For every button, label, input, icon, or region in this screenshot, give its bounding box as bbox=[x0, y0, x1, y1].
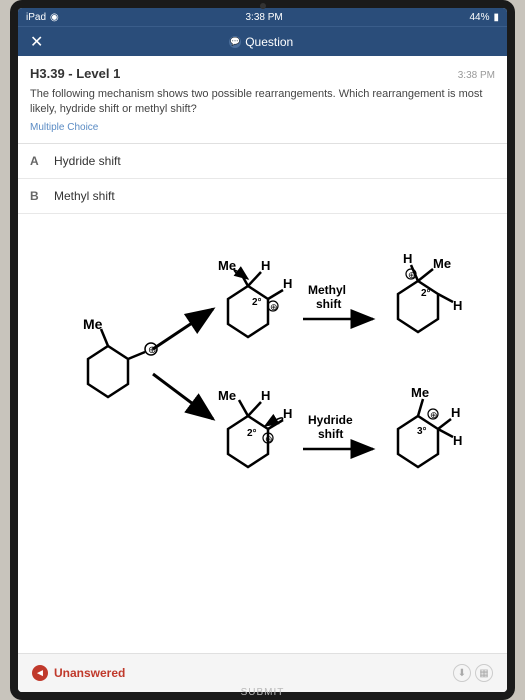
status-icon: ◄ bbox=[32, 665, 48, 681]
svg-text:H: H bbox=[283, 406, 292, 421]
svg-text:H: H bbox=[453, 433, 462, 448]
question-text: The following mechanism shows two possib… bbox=[30, 87, 495, 118]
svg-text:Methyl: Methyl bbox=[308, 283, 346, 297]
battery-percent: 44% bbox=[469, 12, 489, 23]
choice-letter: B bbox=[30, 189, 54, 203]
svg-text:Me: Me bbox=[218, 388, 236, 403]
svg-text:H: H bbox=[403, 251, 412, 266]
device-label: iPad bbox=[26, 12, 46, 23]
svg-text:2°: 2° bbox=[252, 297, 262, 308]
svg-text:3°: 3° bbox=[417, 426, 427, 437]
choice-list: A Hydride shift B Methyl shift bbox=[18, 144, 507, 214]
svg-text:Me: Me bbox=[83, 316, 103, 332]
svg-text:Me: Me bbox=[218, 258, 236, 273]
status-label: Unanswered bbox=[54, 666, 125, 680]
choice-label: Methyl shift bbox=[54, 189, 115, 203]
svg-text:⊕: ⊕ bbox=[265, 434, 273, 444]
question-type: Multiple Choice bbox=[30, 122, 495, 133]
camera-dot bbox=[260, 3, 266, 9]
svg-text:H: H bbox=[261, 258, 270, 273]
svg-text:shift: shift bbox=[318, 427, 343, 441]
svg-text:⊕: ⊕ bbox=[430, 410, 438, 420]
svg-text:H: H bbox=[283, 276, 292, 291]
svg-text:⊕: ⊕ bbox=[408, 270, 416, 280]
diagram-area: Me ⊕ Me H H bbox=[18, 214, 507, 653]
svg-text:Me: Me bbox=[411, 385, 429, 400]
status-bar: iPad ◉ 3:38 PM 44% ▮ bbox=[18, 8, 507, 26]
choice-letter: A bbox=[30, 154, 54, 168]
svg-text:H: H bbox=[451, 405, 460, 420]
chat-icon: 💬 bbox=[229, 36, 241, 48]
svg-text:H: H bbox=[453, 298, 462, 313]
choice-label: Hydride shift bbox=[54, 154, 121, 168]
question-header: H3.39 - Level 1 3:38 PM The following me… bbox=[18, 56, 507, 144]
svg-text:2°: 2° bbox=[421, 288, 431, 299]
mechanism-diagram: Me ⊕ Me H H bbox=[33, 234, 493, 514]
choice-a[interactable]: A Hydride shift bbox=[18, 144, 507, 179]
answer-status: ◄ Unanswered bbox=[32, 665, 125, 681]
download-icon[interactable]: ⬇ bbox=[453, 664, 471, 682]
nav-bar: ✕ 💬 Question bbox=[18, 26, 507, 56]
wifi-icon: ◉ bbox=[50, 12, 59, 23]
footer: ◄ Unanswered ⬇ ▦ SUBMIT bbox=[18, 653, 507, 692]
status-time: 3:38 PM bbox=[245, 12, 282, 23]
question-time: 3:38 PM bbox=[458, 70, 495, 81]
svg-text:⊕: ⊕ bbox=[270, 302, 278, 312]
svg-text:H: H bbox=[261, 388, 270, 403]
svg-text:Me: Me bbox=[433, 256, 451, 271]
submit-button[interactable]: SUBMIT bbox=[241, 687, 285, 692]
svg-text:Hydride: Hydride bbox=[308, 413, 353, 427]
choice-b[interactable]: B Methyl shift bbox=[18, 179, 507, 214]
close-button[interactable]: ✕ bbox=[30, 32, 43, 52]
svg-text:shift: shift bbox=[316, 297, 341, 311]
image-icon[interactable]: ▦ bbox=[475, 664, 493, 682]
nav-title: Question bbox=[245, 35, 293, 49]
svg-text:2°: 2° bbox=[247, 428, 257, 439]
battery-icon: ▮ bbox=[493, 12, 499, 23]
question-title: H3.39 - Level 1 bbox=[30, 66, 120, 81]
